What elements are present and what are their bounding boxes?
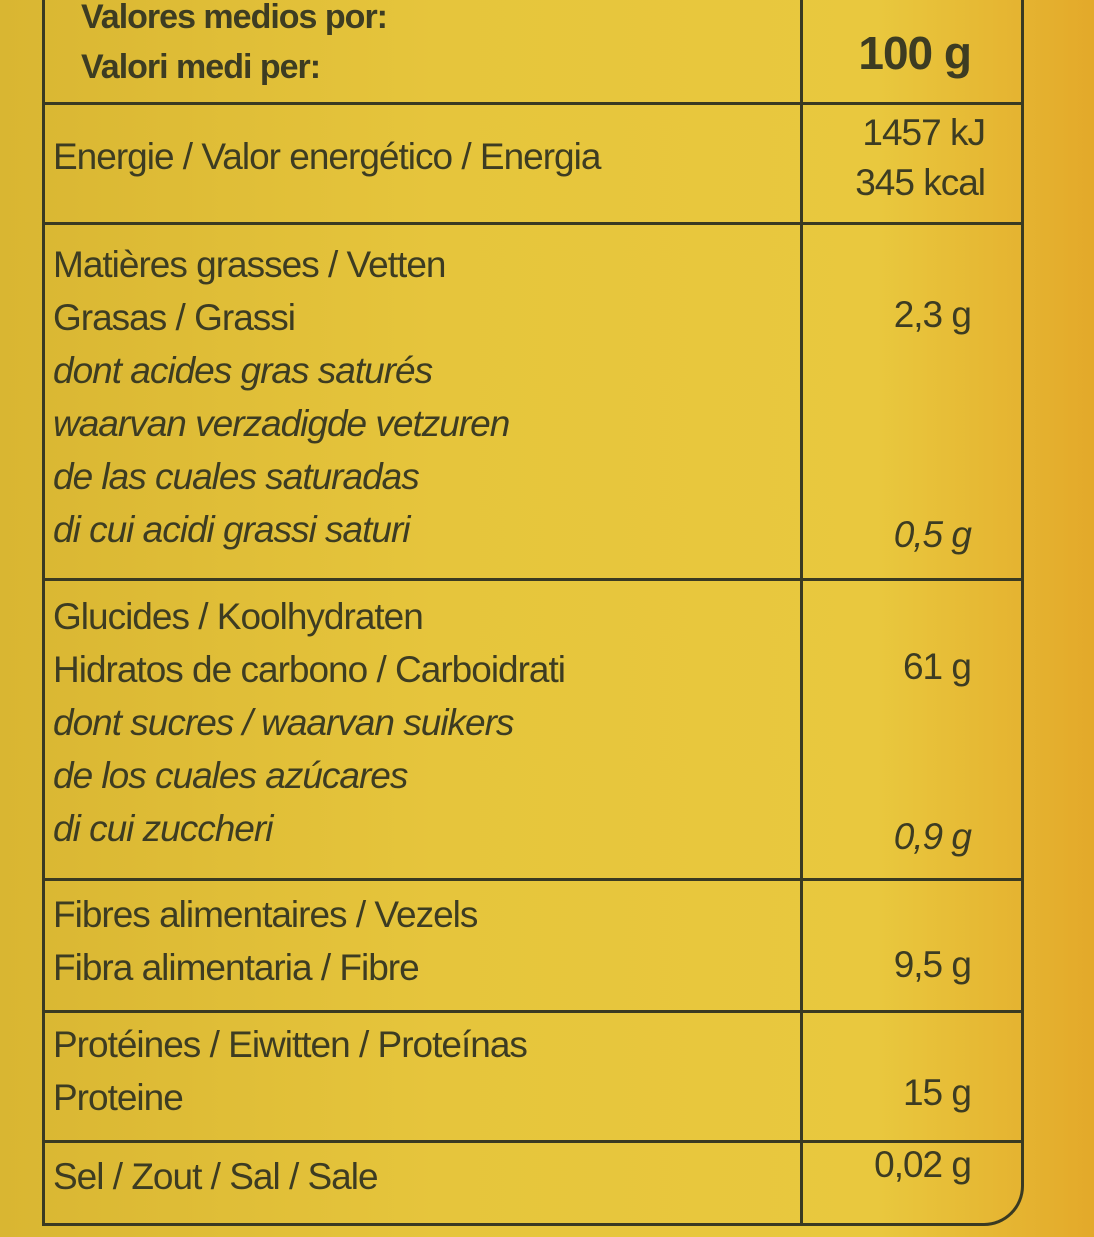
carbs-value: 61 g bbox=[902, 646, 972, 687]
carbs-label: Glucides / Koolhydraten bbox=[53, 596, 424, 637]
fat-label: Matières grasses / Vetten bbox=[53, 244, 446, 285]
fibre-label: Fibra alimentaria / Fibre bbox=[53, 947, 420, 988]
energy-kj: 1457 kJ bbox=[862, 112, 986, 153]
carbs-label: Hidratos de carbono / Carboidrati bbox=[53, 649, 566, 690]
carbs-row: Glucides / Koolhydraten Hidratos de carb… bbox=[45, 578, 1021, 881]
protein-value: 15 g bbox=[902, 1072, 972, 1113]
fat-label: Grasas / Grassi bbox=[53, 297, 296, 338]
sugars-label: dont sucres / waarvan suikers bbox=[53, 702, 514, 743]
protein-label: Proteine bbox=[53, 1077, 184, 1118]
saturated-label: de las cuales saturadas bbox=[53, 456, 420, 497]
sugars-label: di cui zuccheri bbox=[53, 808, 273, 849]
fibre-row: Fibres alimentaires / Vezels Fibra alime… bbox=[45, 878, 1021, 1013]
header-row: Valores medios por: Valori medi per: 100… bbox=[45, 0, 1021, 105]
header-label-es: Valores medios por: bbox=[81, 0, 388, 36]
saturated-value: 0,5 g bbox=[893, 514, 972, 555]
header-value: 100 g bbox=[858, 27, 972, 79]
salt-value: 0,02 g bbox=[874, 1144, 972, 1185]
fat-value: 2,3 g bbox=[893, 294, 972, 335]
header-label-it: Valori medi per: bbox=[81, 48, 321, 86]
column-divider bbox=[800, 0, 803, 1223]
protein-label: Protéines / Eiwitten / Proteínas bbox=[53, 1024, 528, 1065]
sugars-label: de los cuales azúcares bbox=[53, 755, 408, 796]
energy-label: Energie / Valor energético / Energia bbox=[53, 136, 601, 177]
fibre-value: 9,5 g bbox=[893, 944, 972, 985]
nutrition-table: Valores medios por: Valori medi per: 100… bbox=[42, 0, 1024, 1226]
salt-label: Sel / Zout / Sal / Sale bbox=[53, 1156, 379, 1197]
saturated-label: waarvan verzadigde vetzuren bbox=[53, 403, 510, 444]
energy-row: Energie / Valor energético / Energia 145… bbox=[45, 102, 1021, 225]
sugars-value: 0,9 g bbox=[893, 816, 972, 857]
salt-row: Sel / Zout / Sal / Sale 0,02 g bbox=[45, 1140, 1021, 1226]
energy-kcal: 345 kcal bbox=[855, 162, 986, 203]
saturated-label: dont acides gras saturés bbox=[53, 350, 433, 391]
saturated-label: di cui acidi grassi saturi bbox=[53, 509, 410, 550]
fibre-label: Fibres alimentaires / Vezels bbox=[53, 894, 478, 935]
protein-row: Protéines / Eiwitten / Proteínas Protein… bbox=[45, 1010, 1021, 1143]
fat-row: Matières grasses / Vetten Grasas / Grass… bbox=[45, 222, 1021, 581]
